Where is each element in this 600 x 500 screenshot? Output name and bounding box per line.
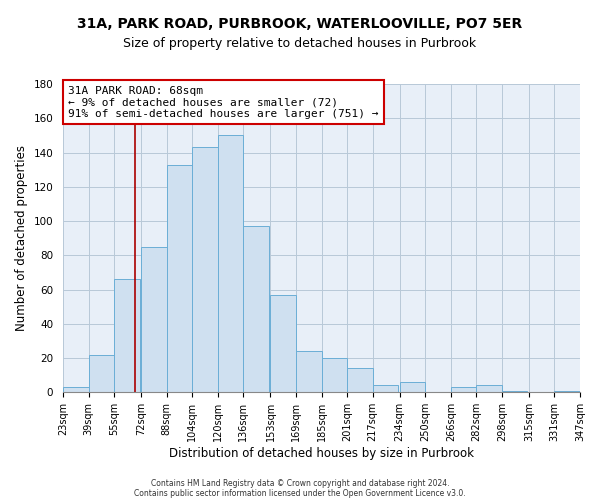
Bar bbox=[347, 368, 373, 392]
Bar bbox=[451, 387, 476, 392]
Text: Contains HM Land Registry data © Crown copyright and database right 2024.: Contains HM Land Registry data © Crown c… bbox=[151, 478, 449, 488]
Bar bbox=[167, 164, 192, 392]
X-axis label: Distribution of detached houses by size in Purbrook: Distribution of detached houses by size … bbox=[169, 447, 474, 460]
Y-axis label: Number of detached properties: Number of detached properties bbox=[15, 145, 28, 331]
Bar bbox=[476, 386, 502, 392]
Bar bbox=[244, 226, 269, 392]
Bar bbox=[63, 387, 89, 392]
Bar bbox=[502, 390, 527, 392]
Bar bbox=[271, 294, 296, 392]
Bar bbox=[373, 386, 398, 392]
Bar bbox=[400, 382, 425, 392]
Bar bbox=[89, 354, 114, 393]
Text: Size of property relative to detached houses in Purbrook: Size of property relative to detached ho… bbox=[124, 38, 476, 51]
Bar bbox=[296, 351, 322, 393]
Text: 31A PARK ROAD: 68sqm
← 9% of detached houses are smaller (72)
91% of semi-detach: 31A PARK ROAD: 68sqm ← 9% of detached ho… bbox=[68, 86, 379, 118]
Bar bbox=[192, 148, 218, 392]
Bar bbox=[141, 246, 167, 392]
Bar bbox=[322, 358, 347, 392]
Text: 31A, PARK ROAD, PURBROOK, WATERLOOVILLE, PO7 5ER: 31A, PARK ROAD, PURBROOK, WATERLOOVILLE,… bbox=[77, 18, 523, 32]
Bar bbox=[114, 280, 140, 392]
Bar bbox=[554, 390, 580, 392]
Bar bbox=[218, 136, 244, 392]
Text: Contains public sector information licensed under the Open Government Licence v3: Contains public sector information licen… bbox=[134, 488, 466, 498]
